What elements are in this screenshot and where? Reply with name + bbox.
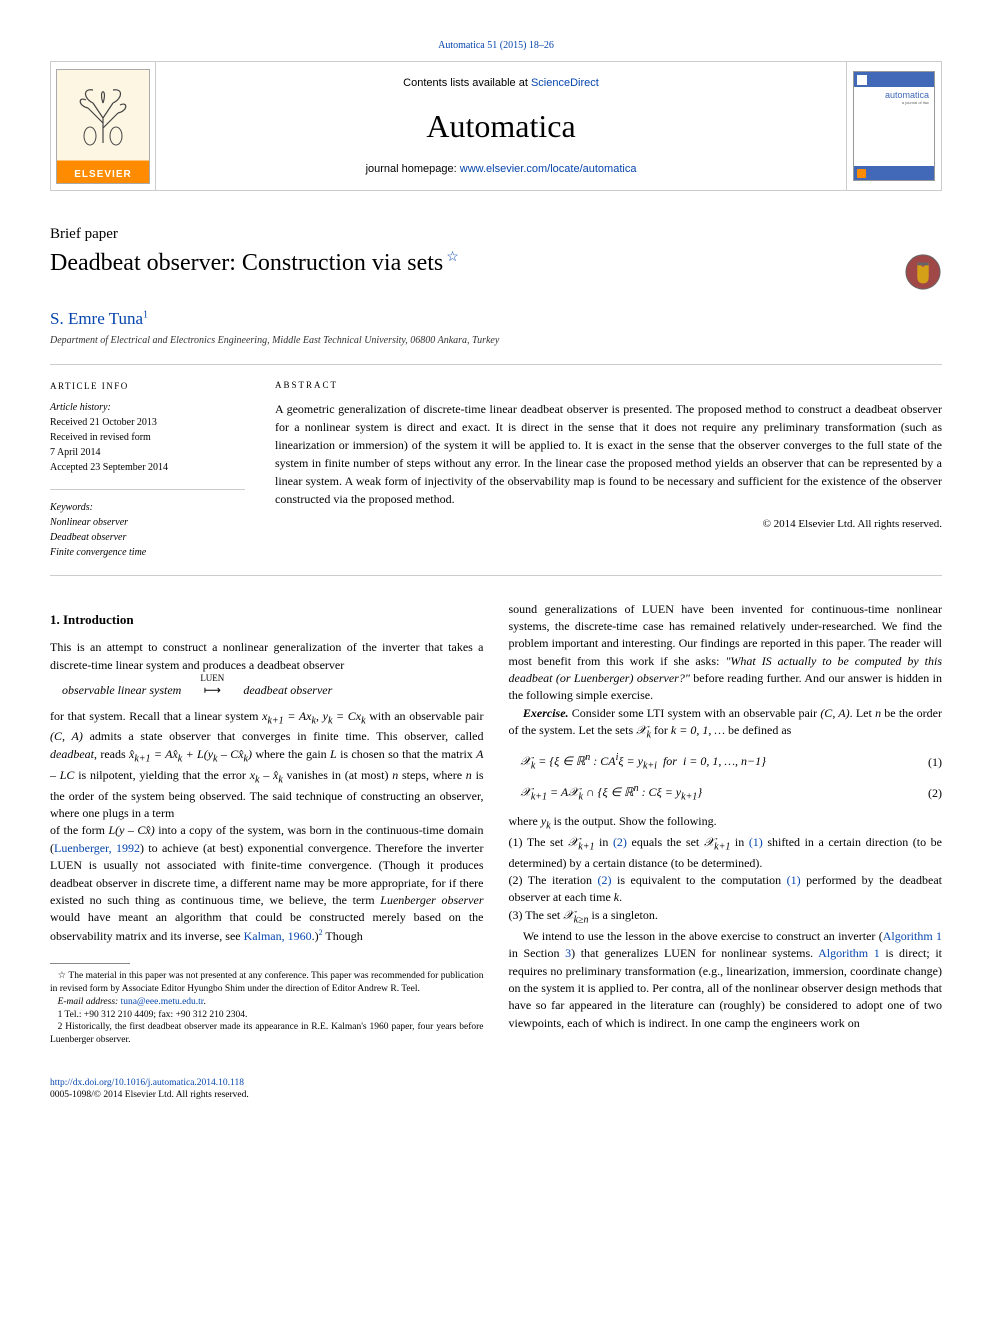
exercise-item-3: (3) The set 𝒳k≥n is a singleton. xyxy=(509,907,943,928)
paper-title: Deadbeat observer: Construction via sets… xyxy=(50,248,459,279)
eq-number: (1) xyxy=(928,754,942,771)
paragraph: where yk is the output. Show the followi… xyxy=(509,813,943,834)
paragraph: for that system. Recall that a linear sy… xyxy=(50,708,484,823)
divider xyxy=(50,575,942,576)
author-note-marker[interactable]: 1 xyxy=(143,309,148,320)
history-line: Accepted 23 September 2014 xyxy=(50,460,245,475)
abstract: abstract A geometric generalization of d… xyxy=(275,380,942,560)
history-line: Received in revised form xyxy=(50,430,245,445)
affiliation: Department of Electrical and Electronics… xyxy=(50,335,942,346)
journal-header: ELSEVIER Contents lists available at Sci… xyxy=(50,61,942,191)
title-note-marker[interactable]: ☆ xyxy=(446,250,459,265)
keyword: Finite convergence time xyxy=(50,545,245,560)
abstract-copyright: © 2014 Elsevier Ltd. All rights reserved… xyxy=(275,518,942,530)
ref-eq2[interactable]: (2) xyxy=(598,873,612,887)
sciencedirect-link[interactable]: ScienceDirect xyxy=(531,77,599,89)
ref-algorithm-1[interactable]: Algorithm 1 xyxy=(818,946,880,960)
footnote-email: E-mail address: tuna@eee.metu.edu.tr. xyxy=(50,996,484,1009)
ref-eq1[interactable]: (1) xyxy=(787,873,801,887)
journal-cover[interactable]: automatica a journal of ifac xyxy=(846,62,941,190)
exercise-item-1: (1) The set 𝒳k+1 in (2) equals the set 𝒳… xyxy=(509,834,943,872)
journal-name: Automatica xyxy=(156,108,846,145)
ref-algorithm-1[interactable]: Algorithm 1 xyxy=(883,929,942,943)
eq-number: (2) xyxy=(928,785,942,802)
ref-eq1[interactable]: (1) xyxy=(749,835,763,849)
abstract-text: A geometric generalization of discrete-t… xyxy=(275,400,942,508)
history-line: Received 21 October 2013 xyxy=(50,415,245,430)
history-label: Article history: xyxy=(50,400,245,415)
ref-eq2[interactable]: (2) xyxy=(613,835,627,849)
paragraph: This is an attempt to construct a nonlin… xyxy=(50,639,484,674)
info-head: article info xyxy=(50,380,245,394)
footer: http://dx.doi.org/10.1016/j.automatica.2… xyxy=(50,1077,942,1102)
ref-luenberger[interactable]: Luenberger, 1992 xyxy=(54,841,140,855)
equation-2: 𝒳k+1 = A𝒳k ∩ {ξ ∈ ℝn : Cξ = yk+1} (2) xyxy=(509,782,943,805)
crossmark-icon[interactable] xyxy=(904,253,942,291)
footnote-tel: 1 Tel.: +90 312 210 4409; fax: +90 312 2… xyxy=(50,1009,484,1022)
cover-subtitle: a journal of ifac xyxy=(854,100,934,105)
history-line: 7 April 2014 xyxy=(50,445,245,460)
paragraph: of the form L(y – Cx̂) into a copy of th… xyxy=(50,822,484,945)
section-head: 1. Introduction xyxy=(50,611,484,630)
footnote-rule xyxy=(50,963,130,964)
column-right: sound generalizations of LUEN have been … xyxy=(509,601,943,1047)
doi-link[interactable]: http://dx.doi.org/10.1016/j.automatica.2… xyxy=(50,1078,244,1088)
elsevier-logo[interactable]: ELSEVIER xyxy=(51,62,156,190)
elsevier-text: ELSEVIER xyxy=(74,169,131,183)
homepage-link[interactable]: www.elsevier.com/locate/automatica xyxy=(460,163,637,175)
exercise: Exercise. Consider some LTI system with … xyxy=(509,705,943,743)
cover-title: automatica xyxy=(854,87,934,100)
equation-luen: observable linear system LUEN ⟼ deadbeat… xyxy=(50,682,484,699)
email-link[interactable]: tuna@eee.metu.edu.tr xyxy=(121,997,204,1007)
keyword: Nonlinear observer xyxy=(50,515,245,530)
column-left: 1. Introduction This is an attempt to co… xyxy=(50,601,484,1047)
exercise-item-2: (2) The iteration (2) is equivalent to t… xyxy=(509,872,943,907)
abstract-head: abstract xyxy=(275,380,942,390)
citation-link[interactable]: Automatica 51 (2015) 18–26 xyxy=(438,40,554,51)
author[interactable]: S. Emre Tuna1 xyxy=(50,309,942,329)
top-citation: Automatica 51 (2015) 18–26 xyxy=(50,40,942,51)
footer-copyright: 0005-1098/© 2014 Elsevier Ltd. All right… xyxy=(50,1090,249,1100)
paragraph: sound generalizations of LUEN have been … xyxy=(509,601,943,705)
footnote-history: 2 Historically, the first deadbeat obser… xyxy=(50,1021,484,1047)
keyword: Deadbeat observer xyxy=(50,530,245,545)
contents-line: Contents lists available at ScienceDirec… xyxy=(156,77,846,89)
keywords-label: Keywords: xyxy=(50,500,245,515)
footnote-1: ☆ The material in this paper was not pre… xyxy=(50,970,484,996)
body: 1. Introduction This is an attempt to co… xyxy=(50,601,942,1047)
elsevier-tree-icon xyxy=(68,78,138,153)
article-info: article info Article history: Received 2… xyxy=(50,380,245,560)
paragraph: We intend to use the lesson in the above… xyxy=(509,928,943,1032)
equation-1: 𝒳k = {ξ ∈ ℝn : CAiξ = yk+i for i = 0, 1,… xyxy=(509,751,943,774)
ref-kalman[interactable]: Kalman, 1960 xyxy=(244,929,312,943)
section-label: Brief paper xyxy=(50,226,942,243)
homepage-line: journal homepage: www.elsevier.com/locat… xyxy=(156,163,846,175)
